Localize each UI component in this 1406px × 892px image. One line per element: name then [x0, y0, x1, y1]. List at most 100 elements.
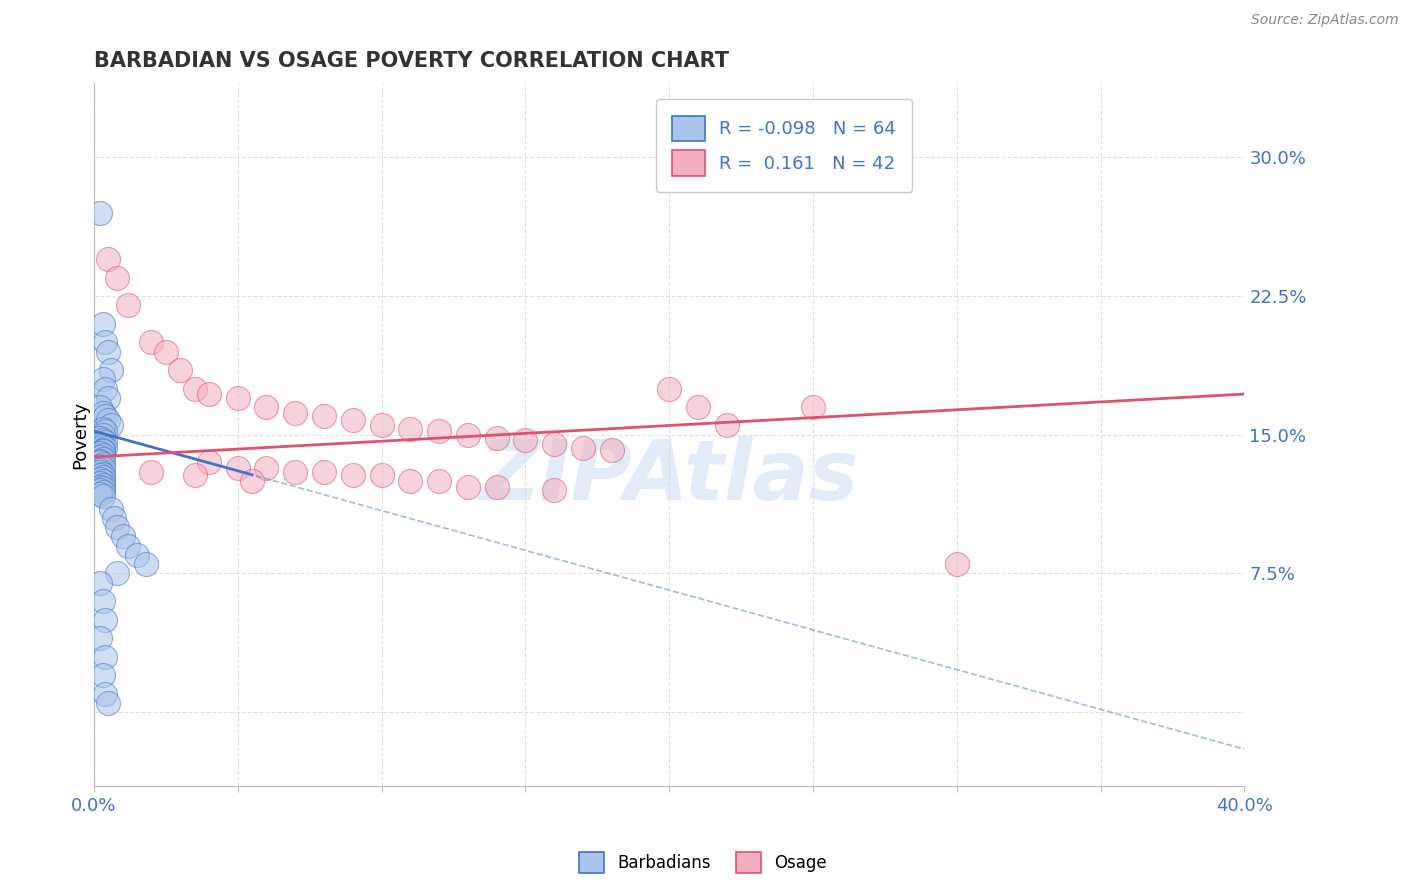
Point	[342, 413, 364, 427]
Point	[240, 474, 263, 488]
Point	[89, 475, 111, 490]
Point	[226, 391, 249, 405]
Point	[94, 613, 117, 627]
Point	[399, 474, 422, 488]
Point	[97, 391, 120, 405]
Point	[91, 482, 114, 496]
Point	[342, 468, 364, 483]
Point	[89, 483, 111, 498]
Point	[256, 461, 278, 475]
Point	[427, 424, 450, 438]
Point	[284, 406, 307, 420]
Point	[141, 335, 163, 350]
Point	[97, 696, 120, 710]
Point	[515, 434, 537, 448]
Point	[89, 465, 111, 479]
Text: BARBADIAN VS OSAGE POVERTY CORRELATION CHART: BARBADIAN VS OSAGE POVERTY CORRELATION C…	[94, 51, 728, 70]
Point	[427, 474, 450, 488]
Point	[91, 470, 114, 484]
Point	[89, 468, 111, 483]
Point	[94, 441, 117, 455]
Point	[370, 468, 392, 483]
Point	[370, 418, 392, 433]
Point	[91, 458, 114, 472]
Point	[94, 409, 117, 424]
Point	[91, 444, 114, 458]
Point	[543, 437, 565, 451]
Text: ZIPAtlas: ZIPAtlas	[479, 436, 859, 517]
Point	[117, 298, 139, 312]
Point	[97, 252, 120, 266]
Legend: R = -0.098   N = 64, R =  0.161   N = 42: R = -0.098 N = 64, R = 0.161 N = 42	[657, 99, 912, 192]
Point	[105, 270, 128, 285]
Point	[94, 435, 117, 450]
Point	[94, 335, 117, 350]
Point	[572, 441, 595, 455]
Point	[94, 649, 117, 664]
Point	[89, 472, 111, 486]
Point	[91, 372, 114, 386]
Point	[89, 400, 111, 414]
Point	[91, 442, 114, 457]
Point	[686, 400, 709, 414]
Point	[198, 387, 221, 401]
Point	[141, 465, 163, 479]
Point	[111, 529, 134, 543]
Point	[91, 594, 114, 608]
Point	[198, 455, 221, 469]
Point	[312, 465, 335, 479]
Point	[91, 668, 114, 682]
Point	[91, 461, 114, 475]
Point	[91, 427, 114, 442]
Point	[91, 451, 114, 466]
Point	[485, 479, 508, 493]
Point	[117, 539, 139, 553]
Point	[89, 455, 111, 469]
Point	[91, 439, 114, 453]
Point	[89, 450, 111, 464]
Point	[105, 566, 128, 581]
Point	[600, 442, 623, 457]
Point	[91, 474, 114, 488]
Point	[89, 446, 111, 460]
Point	[716, 418, 738, 433]
Point	[135, 558, 157, 572]
Point	[89, 206, 111, 220]
Point	[89, 487, 111, 501]
Point	[89, 453, 111, 467]
Text: Source: ZipAtlas.com: Source: ZipAtlas.com	[1251, 13, 1399, 28]
Point	[94, 687, 117, 701]
Point	[91, 406, 114, 420]
Point	[91, 467, 114, 481]
Point	[89, 479, 111, 493]
Point	[97, 413, 120, 427]
Point	[89, 463, 111, 477]
Point	[94, 382, 117, 396]
Legend: Barbadians, Osage: Barbadians, Osage	[572, 846, 834, 880]
Point	[91, 477, 114, 491]
Point	[226, 461, 249, 475]
Point	[91, 434, 114, 448]
Point	[485, 432, 508, 446]
Point	[312, 409, 335, 424]
Point	[801, 400, 824, 414]
Y-axis label: Poverty: Poverty	[72, 401, 90, 469]
Point	[100, 363, 122, 377]
Point	[457, 479, 479, 493]
Point	[91, 448, 114, 462]
Point	[256, 400, 278, 414]
Point	[91, 422, 114, 436]
Point	[91, 317, 114, 331]
Point	[89, 432, 111, 446]
Point	[89, 631, 111, 645]
Point	[183, 468, 205, 483]
Point	[155, 344, 177, 359]
Point	[91, 485, 114, 500]
Point	[97, 344, 120, 359]
Point	[89, 575, 111, 590]
Point	[946, 558, 969, 572]
Point	[169, 363, 191, 377]
Point	[89, 459, 111, 474]
Point	[658, 382, 681, 396]
Point	[94, 424, 117, 438]
